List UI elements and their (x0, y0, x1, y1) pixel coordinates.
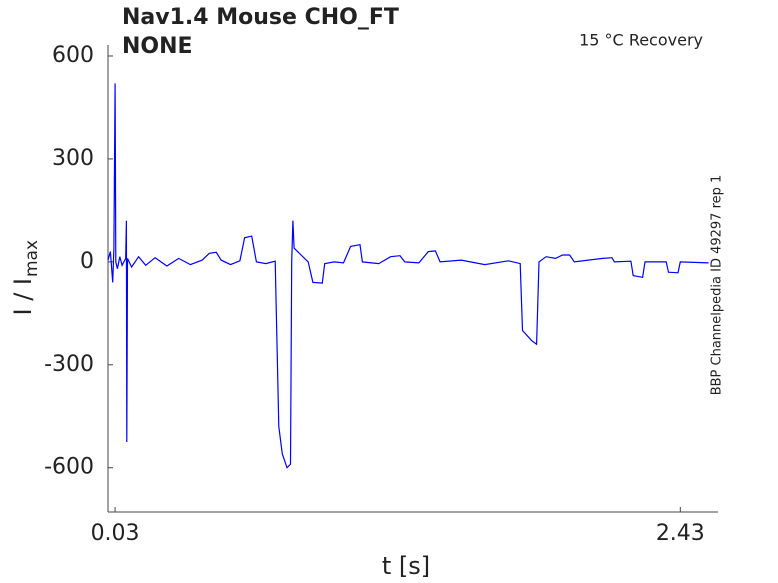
x-axis-label: t [s] (382, 552, 430, 580)
y-axis-label-group: I / I max (9, 240, 42, 316)
y-tick-label: 300 (52, 146, 94, 171)
side-note: BBP Channelpedia ID 49297 rep 1 (710, 175, 725, 396)
data-line (107, 83, 709, 469)
chart-title: Nav1.4 Mouse CHO_FT (122, 5, 399, 30)
annotation: 15 °C Recovery (579, 31, 703, 50)
y-axis-label-sub: max (22, 240, 42, 277)
y-tick-label: -600 (44, 455, 94, 480)
y-tick-label: 600 (52, 43, 94, 68)
y-tick-label: -300 (44, 352, 94, 377)
y-axis-label: I / I (9, 278, 37, 316)
chart-subtitle: NONE (122, 34, 193, 59)
x-tick-label: 2.43 (656, 521, 705, 546)
x-tick-label: 0.03 (91, 521, 140, 546)
y-tick-label: 0 (80, 249, 94, 274)
